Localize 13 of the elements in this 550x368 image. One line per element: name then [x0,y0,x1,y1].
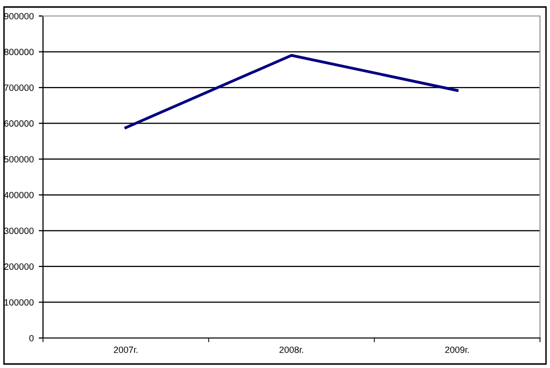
y-tick-label: 700000 [4,84,34,91]
x-tick-label: 2007г. [114,346,138,353]
x-tick-label: 2009г. [445,346,469,353]
y-tick-label: 400000 [4,192,34,198]
y-tick-label: 800000 [4,48,34,56]
y-tick-label: 200000 [4,263,34,270]
x-tick-label: 2008г. [280,346,304,353]
y-tick-label: 300000 [4,228,34,234]
y-tick-label: 600000 [4,120,34,127]
y-tick-label: 900000 [4,12,34,20]
y-tick-label: 0 [29,334,34,342]
y-tick-label: 100000 [4,299,34,306]
y-tick-label: 500000 [4,156,34,162]
